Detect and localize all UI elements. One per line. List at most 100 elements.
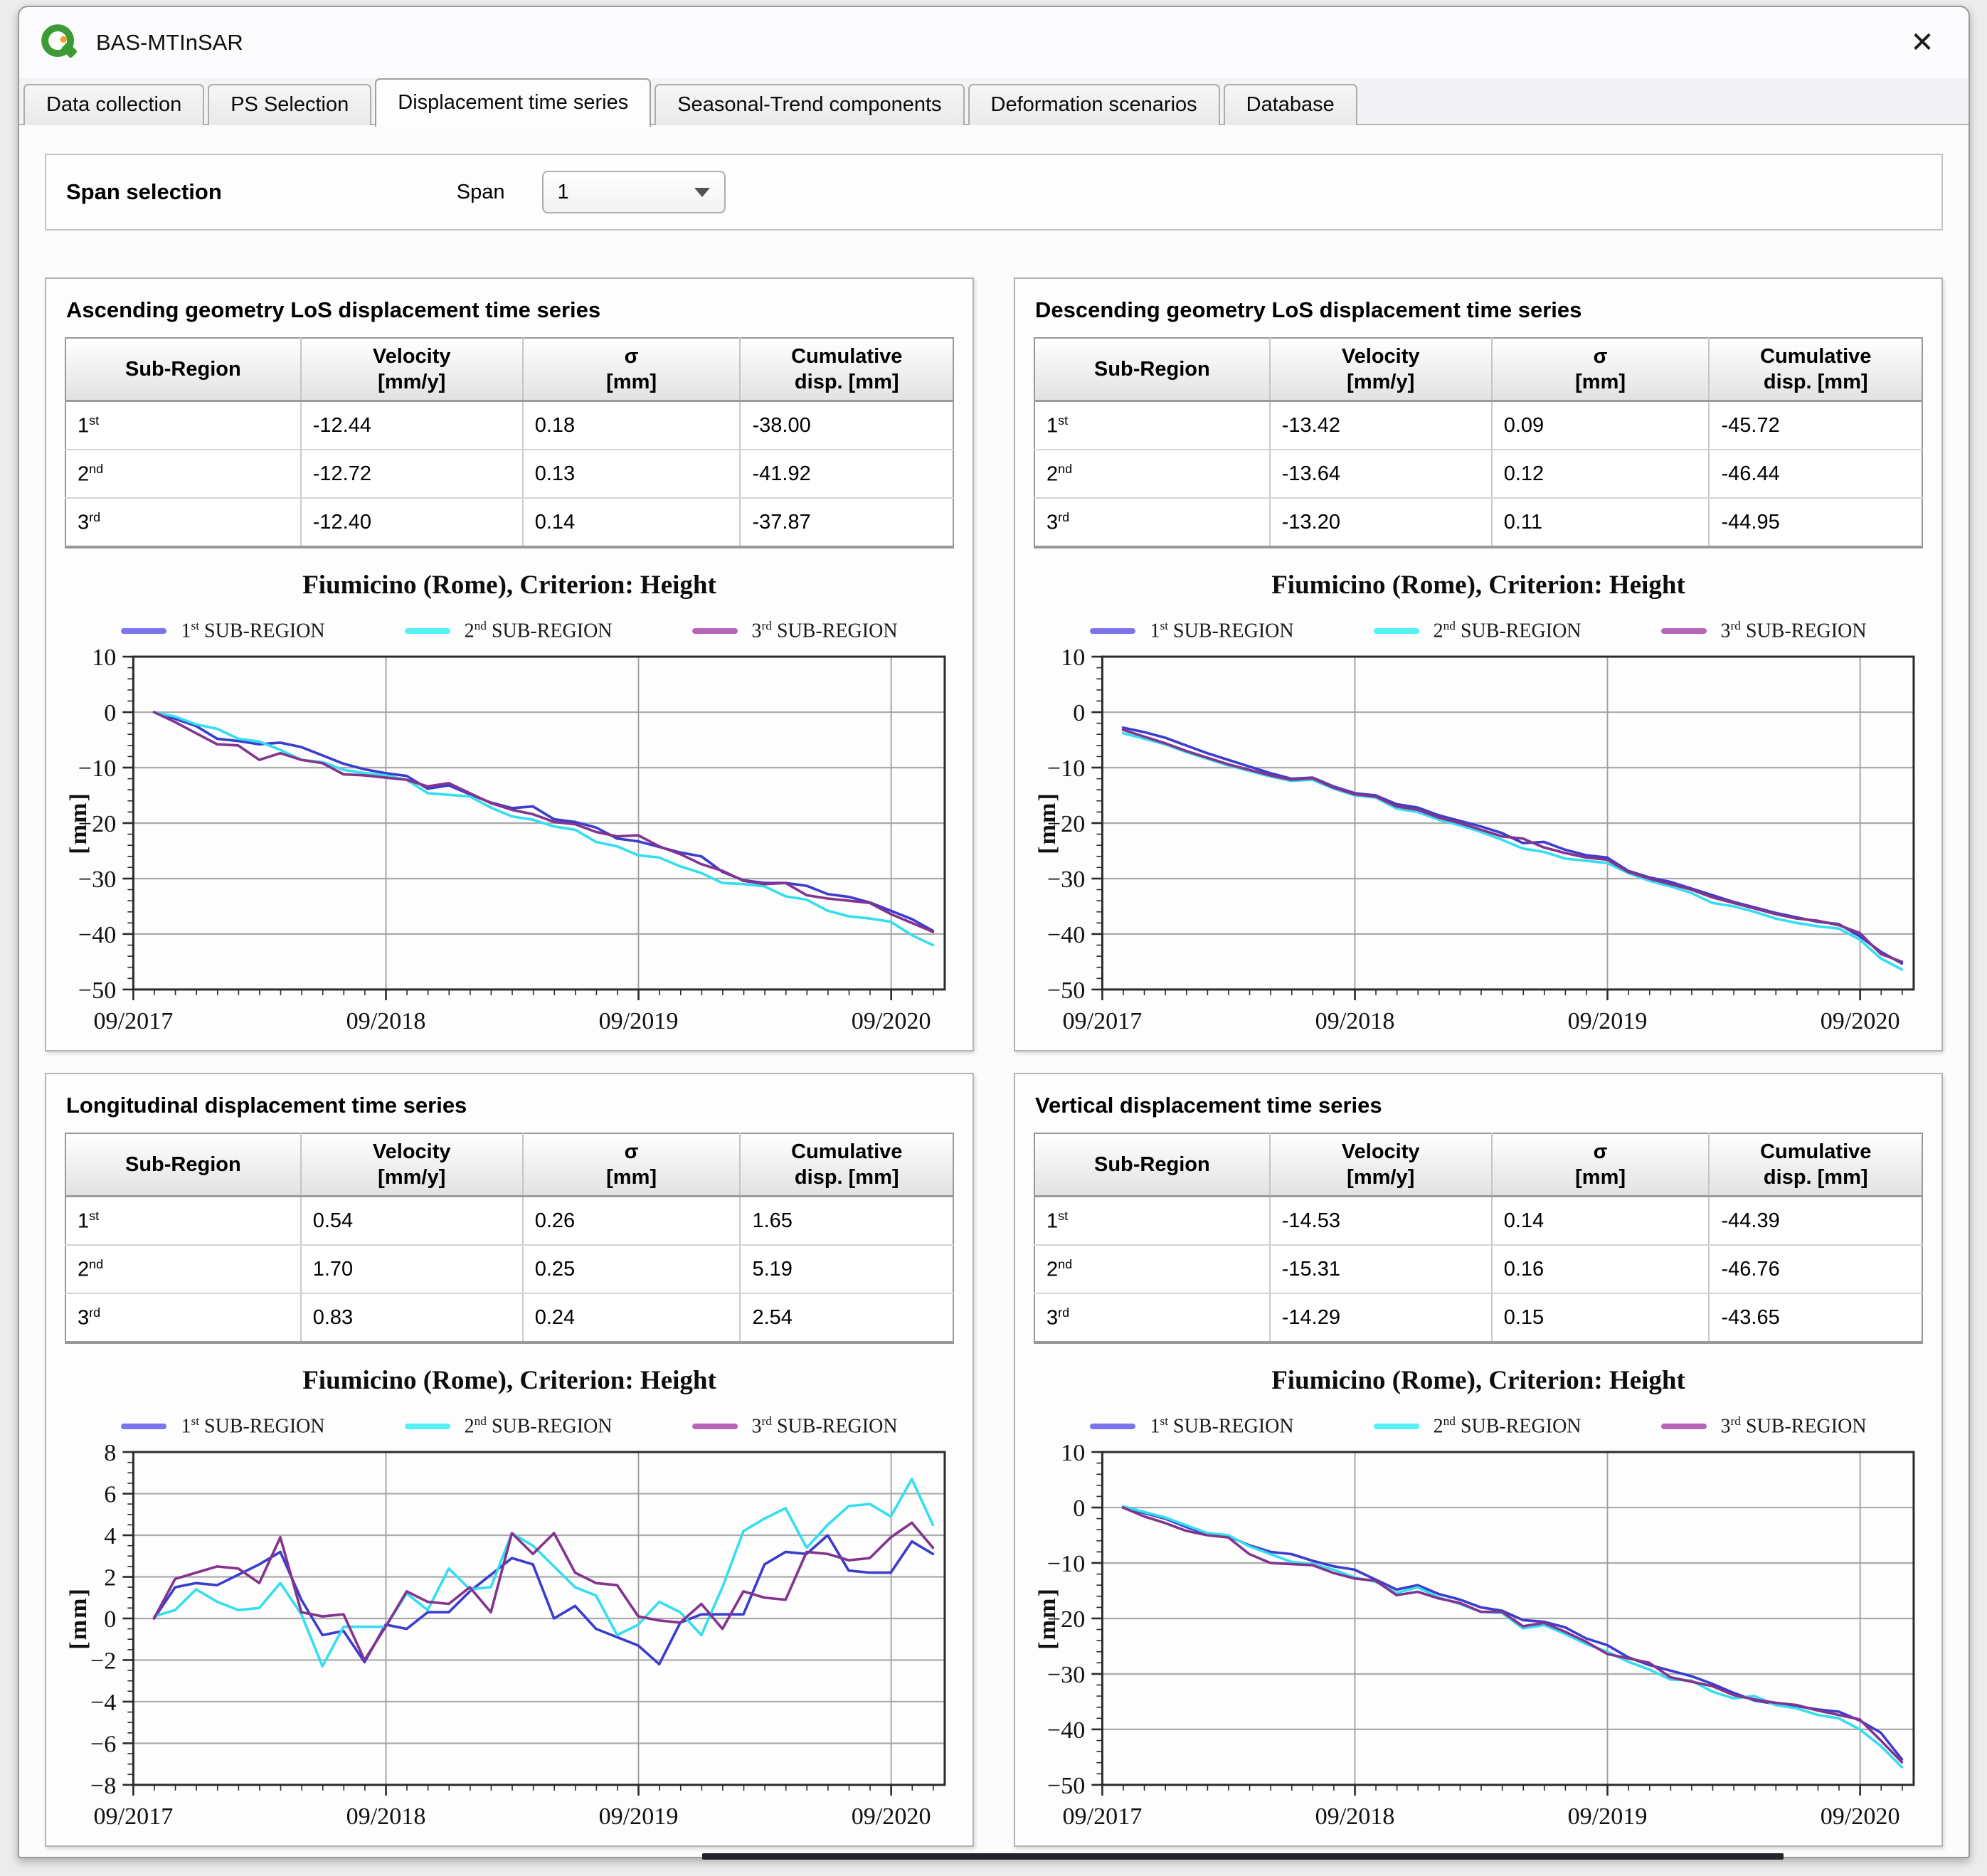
chart-legend: 1st SUB-REGION 2nd SUB-REGION 3rd SUB-RE…	[65, 619, 954, 642]
svg-text:09/2020: 09/2020	[852, 1803, 931, 1830]
stats-table: Sub-Region Velocity [mm/y] σ [mm] Cumulati…	[65, 337, 954, 549]
velocity-cell: -13.42	[1269, 401, 1493, 450]
velocity-cell: -14.53	[1269, 1196, 1493, 1246]
sigma-cell: 0.25	[522, 1245, 741, 1294]
col-header-sigma: σ [mm]	[522, 338, 741, 402]
panel-vertical: Vertical displacement time series Sub-Re…	[1014, 1073, 1943, 1847]
subregion-cell: 3rd	[65, 1293, 302, 1342]
col-header-cumulative: Cumulative disp. [mm]	[1709, 1133, 1922, 1197]
table-row: 1st -12.44 0.18 -38.00	[65, 401, 953, 450]
svg-text:0: 0	[1073, 1495, 1085, 1522]
svg-text:09/2020: 09/2020	[1821, 1008, 1900, 1034]
table-row: 1st 0.54 0.26 1.65	[65, 1196, 953, 1246]
svg-text:09/2018: 09/2018	[346, 1803, 426, 1830]
table-row: 2nd -15.31 0.16 -46.76	[1034, 1245, 1922, 1294]
cumulative-cell: 5.19	[740, 1245, 953, 1294]
velocity-cell: -12.44	[300, 401, 524, 450]
svg-text:−20: −20	[1047, 1606, 1085, 1633]
legend-item: 3rd SUB-REGION	[1660, 619, 1867, 642]
velocity-cell: 0.54	[300, 1196, 524, 1246]
tab-5[interactable]: Database	[1223, 84, 1357, 125]
velocity-cell: 1.70	[300, 1245, 524, 1294]
legend-label: 1st SUB-REGION	[181, 619, 325, 642]
sigma-cell: 0.14	[522, 498, 741, 547]
span-combobox[interactable]: 1	[541, 171, 726, 213]
col-header-cumulative: Cumulative disp. [mm]	[740, 1133, 953, 1197]
panel-longitudinal: Longitudinal displacement time series Su…	[45, 1073, 974, 1847]
span-selection-title: Span selection	[66, 179, 222, 204]
svg-text:−8: −8	[90, 1773, 116, 1799]
legend-label: 3rd SUB-REGION	[751, 1414, 898, 1438]
series-1-line-swatch	[1090, 1423, 1136, 1429]
panel-descending: Descending geometry LoS displacement tim…	[1014, 277, 1943, 1051]
stats-table: Sub-Region Velocity [mm/y] σ [mm] Cumulati…	[65, 1133, 954, 1344]
svg-text:−50: −50	[1047, 1773, 1085, 1799]
sigma-cell: 0.18	[522, 401, 741, 450]
subregion-cell: 1st	[1034, 1196, 1271, 1246]
svg-text:09/2017: 09/2017	[93, 1803, 173, 1830]
svg-text:−10: −10	[78, 756, 116, 782]
svg-text:09/2019: 09/2019	[599, 1008, 679, 1034]
svg-text:−40: −40	[1047, 922, 1085, 948]
svg-text:09/2018: 09/2018	[1315, 1803, 1395, 1830]
span-selection-group: Span selection Span 1	[45, 154, 1943, 230]
panel-title: Descending geometry LoS displacement tim…	[1035, 297, 1582, 322]
velocity-cell: -15.31	[1269, 1245, 1493, 1294]
sigma-cell: 0.16	[1491, 1245, 1710, 1294]
legend-item: 2nd SUB-REGION	[1373, 619, 1581, 642]
svg-text:−50: −50	[78, 977, 116, 1004]
tab-4[interactable]: Deformation scenarios	[968, 84, 1220, 125]
table-row: 2nd 1.70 0.25 5.19	[65, 1245, 953, 1294]
svg-text:09/2019: 09/2019	[1568, 1008, 1648, 1034]
series-3-line-swatch	[1660, 1423, 1707, 1429]
legend-label: 2nd SUB-REGION	[1433, 619, 1581, 642]
svg-text:10: 10	[1061, 1445, 1085, 1466]
table-header-row: Sub-Region Velocity [mm/y] σ [mm] Cumulati…	[65, 338, 953, 402]
tab-1[interactable]: PS Selection	[208, 84, 372, 125]
velocity-cell: 0.83	[300, 1293, 524, 1342]
sigma-cell: 0.15	[1491, 1293, 1710, 1342]
table-row: 3rd -13.20 0.11 -44.95	[1034, 498, 1922, 547]
velocity-cell: -12.72	[300, 450, 524, 499]
svg-text:10: 10	[1061, 650, 1085, 671]
legend-label: 1st SUB-REGION	[1150, 1414, 1294, 1438]
panel-title: Ascending geometry LoS displacement time…	[66, 297, 601, 322]
chart-title: Fiumicino (Rome), Criterion: Height	[1271, 1366, 1685, 1395]
subregion-cell: 1st	[1034, 401, 1271, 450]
span-label: Span	[456, 180, 505, 203]
col-header-subregion: Sub-Region	[1034, 1133, 1271, 1197]
sigma-cell: 0.14	[1491, 1196, 1710, 1246]
chart-title: Fiumicino (Rome), Criterion: Height	[302, 571, 716, 600]
svg-text:09/2017: 09/2017	[1062, 1008, 1142, 1034]
col-header-subregion: Sub-Region	[65, 338, 302, 402]
series-2-line-swatch	[1373, 1423, 1419, 1429]
sigma-cell: 0.13	[522, 450, 741, 499]
subregion-cell: 2nd	[65, 450, 302, 499]
sigma-cell: 0.09	[1491, 401, 1710, 450]
series-2-line-swatch	[404, 1423, 450, 1429]
tab-0[interactable]: Data collection	[23, 84, 205, 125]
cumulative-cell: -44.39	[1709, 1196, 1922, 1246]
svg-text:−30: −30	[1047, 1662, 1085, 1688]
legend-label: 3rd SUB-REGION	[1720, 1414, 1867, 1438]
tab-2[interactable]: Displacement time series	[375, 78, 652, 127]
series-1-line-swatch	[121, 1423, 167, 1429]
table-row: 1st -13.42 0.09 -45.72	[1034, 401, 1922, 450]
table-row: 2nd -13.64 0.12 -46.44	[1034, 450, 1922, 499]
cumulative-cell: -45.72	[1709, 401, 1922, 450]
svg-text:[mm]: [mm]	[65, 792, 92, 854]
close-button[interactable]: ✕	[1897, 18, 1947, 68]
subregion-cell: 1st	[65, 1196, 302, 1246]
tab-3[interactable]: Seasonal-Trend components	[655, 84, 965, 125]
svg-text:−20: −20	[1047, 811, 1085, 837]
velocity-cell: -13.20	[1269, 498, 1493, 547]
col-header-subregion: Sub-Region	[1034, 338, 1271, 402]
svg-text:09/2020: 09/2020	[852, 1008, 931, 1034]
legend-item: 1st SUB-REGION	[121, 619, 325, 642]
qgis-logo-icon	[41, 24, 78, 58]
svg-text:−10: −10	[1047, 1551, 1085, 1577]
legend-item: 3rd SUB-REGION	[1660, 1414, 1867, 1438]
series-3-line-swatch	[1660, 627, 1707, 634]
table-row: 1st -14.53 0.14 -44.39	[1034, 1196, 1922, 1246]
chart-legend: 1st SUB-REGION 2nd SUB-REGION 3rd SUB-RE…	[65, 1414, 954, 1438]
